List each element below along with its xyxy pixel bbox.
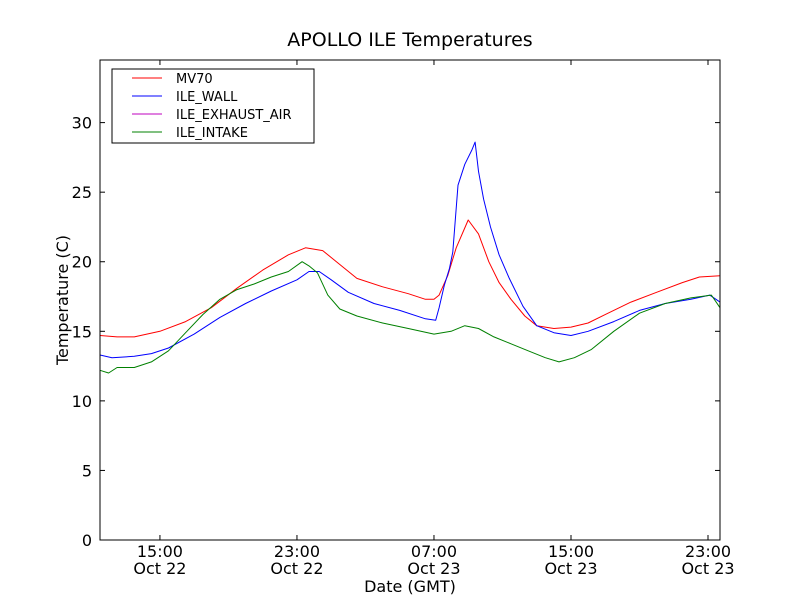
x-tick-time-label: 23:00 [685, 542, 731, 561]
x-tick-date-label: Oct 23 [407, 559, 460, 578]
plot-area-frame [99, 59, 721, 541]
y-tick-label: 5 [82, 461, 92, 480]
legend-label: ILE_EXHAUST_AIR [176, 108, 292, 123]
chart-title: APOLLO ILE Temperatures [287, 29, 532, 51]
series-line-ile-intake [99, 261, 721, 374]
legend-label: MV70 [176, 72, 213, 87]
x-axis-title: Date (GMT) [364, 577, 456, 596]
x-tick-time-label: 07:00 [411, 542, 457, 561]
series-line-ile-wall [99, 141, 721, 359]
y-tick-label: 0 [82, 531, 92, 550]
y-tick-label: 15 [72, 322, 92, 341]
x-tick-time-label: 15:00 [548, 542, 594, 561]
y-tick-label: 20 [72, 253, 92, 272]
x-tick-date-label: Oct 22 [133, 559, 186, 578]
legend-box [111, 68, 315, 144]
y-tick-label: 30 [72, 114, 92, 133]
legend-label: ILE_WALL [176, 90, 238, 105]
legend-label: ILE_INTAKE [176, 126, 248, 141]
x-tick-time-label: 15:00 [137, 542, 183, 561]
x-tick-date-label: Oct 22 [270, 559, 323, 578]
y-tick-label: 25 [72, 183, 92, 202]
series-line-mv70 [99, 219, 721, 338]
x-tick-date-label: Oct 23 [544, 559, 597, 578]
x-tick-time-label: 23:00 [274, 542, 320, 561]
y-axis-title: Temperature (C) [53, 235, 72, 366]
series-layer [99, 141, 721, 374]
x-tick-date-label: Oct 23 [681, 559, 734, 578]
legend: MV70 ILE_WALL ILE_EXHAUST_AIR ILE_INTAKE [111, 68, 315, 144]
y-tick-label: 10 [72, 392, 92, 411]
